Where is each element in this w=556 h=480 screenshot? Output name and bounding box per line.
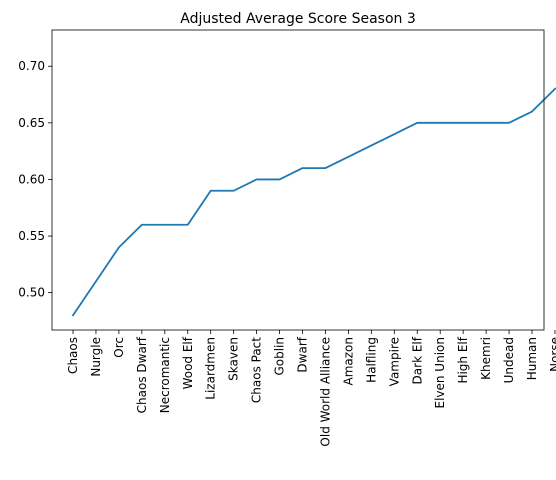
y-tick-label-2: 0.60 (18, 172, 45, 186)
y-tick-label-1: 0.55 (18, 229, 45, 243)
x-tick-label-21: Norse (548, 337, 556, 372)
x-tick-label-19: Undead (502, 337, 516, 383)
x-tick-label-8: Chaos Pact (250, 337, 264, 403)
x-tick-label-5: Wood Elf (181, 336, 195, 389)
x-tick-label-3: Chaos Dwarf (135, 336, 149, 413)
x-tick-label-18: Khemri (479, 337, 493, 380)
x-tick-label-10: Dwarf (296, 336, 310, 372)
plot-area: 0.50 0.55 0.60 0.65 0.70 Chaos Nurgle Orc Chaos … (18, 59, 556, 447)
y-tick-label-0: 0.50 (18, 286, 45, 300)
x-tick-label-2: Orc (112, 337, 126, 358)
x-tick-label-12: Amazon (341, 337, 355, 386)
x-tick-label-13: Halfling (364, 337, 378, 383)
x-tick-label-15: Dark Elf (410, 336, 424, 384)
x-tick-label-1: Nurgle (89, 337, 103, 377)
x-tick-label-11: Old World Alliance (318, 337, 332, 447)
x-tick-label-6: Lizardmen (204, 337, 218, 400)
x-tick-label-4: Necromantic (158, 337, 172, 413)
axes-frame (51, 29, 545, 331)
x-tick-label-14: Vampire (387, 337, 401, 386)
series-line-0 (71, 87, 556, 317)
x-tick-label-0: Chaos (66, 337, 80, 374)
x-tick-label-17: High Elf (456, 336, 470, 383)
y-tick-label-3: 0.65 (18, 116, 45, 130)
x-tick-label-20: Human (525, 337, 539, 380)
x-tick-label-7: Skaven (227, 337, 241, 381)
x-tick-label-9: Goblin (273, 337, 287, 376)
chart-title: Adjusted Average Score Season 3 (180, 11, 415, 27)
x-tick-label-16: Elven Union (433, 337, 447, 409)
y-tick-label-4: 0.70 (18, 59, 45, 73)
